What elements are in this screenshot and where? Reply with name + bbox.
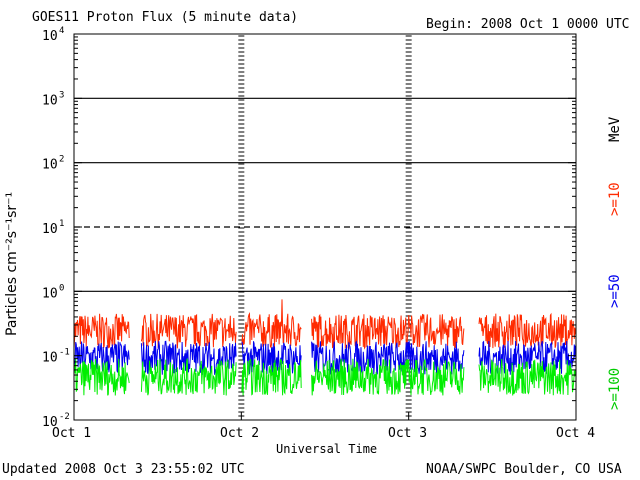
series-2-segment-4 <box>478 358 576 396</box>
y-tick-label-3: 10 <box>42 222 58 237</box>
y-tick-exponent-0: -2 <box>59 412 70 422</box>
legend-ge10: >=10 <box>607 182 623 216</box>
y-tick-exponent-1: -1 <box>59 348 70 358</box>
legend-ge100: >=100 <box>607 367 623 410</box>
x-tick-oct4: Oct 4 <box>556 426 596 441</box>
series-0-segment-2 <box>241 299 302 349</box>
updated-timestamp: Updated 2008 Oct 3 23:55:02 UTC <box>2 462 245 477</box>
y-tick-label-2: 10 <box>42 286 58 301</box>
x-axis-label: Universal Time <box>276 442 378 456</box>
y-tick-label-6: 10 <box>42 29 58 44</box>
x-tick-oct1: Oct 1 <box>52 426 92 441</box>
y-tick-label-0: 10 <box>42 415 58 430</box>
y-tick-label-5: 10 <box>42 93 58 108</box>
series-0-segment-3 <box>311 313 465 350</box>
begin-date: Begin: 2008 Oct 1 0000 UTC <box>426 17 630 32</box>
y-tick-label-4: 10 <box>42 158 58 173</box>
legend-ge50: >=50 <box>607 274 623 308</box>
y-tick-exponent-2: 0 <box>59 283 64 293</box>
credit: NOAA/SWPC Boulder, CO USA <box>426 462 622 477</box>
series-1-segment-0 <box>73 341 130 373</box>
x-tick-oct2: Oct 2 <box>220 426 260 441</box>
legend-unit-mev: MeV <box>607 116 623 142</box>
y-tick-label-1: 10 <box>42 351 58 366</box>
series-0-segment-0 <box>73 313 130 349</box>
chart-title: GOES11 Proton Flux (5 minute data) <box>32 10 299 25</box>
y-axis-label: Particles cm⁻²s⁻¹sr⁻¹ <box>4 191 20 336</box>
series-0-segment-1 <box>140 313 237 349</box>
y-tick-exponent-6: 4 <box>59 26 64 36</box>
y-tick-exponent-3: 1 <box>59 219 64 229</box>
series-2-segment-2 <box>241 358 302 396</box>
series-1-segment-1 <box>140 340 237 376</box>
series-2-segment-3 <box>311 358 465 396</box>
y-tick-exponent-5: 3 <box>59 90 64 100</box>
series-2-segment-0 <box>73 358 130 396</box>
x-tick-oct3: Oct 3 <box>388 426 428 441</box>
y-tick-exponent-4: 2 <box>59 155 64 165</box>
series-2-segment-1 <box>140 358 237 396</box>
series-0-segment-4 <box>478 312 576 349</box>
